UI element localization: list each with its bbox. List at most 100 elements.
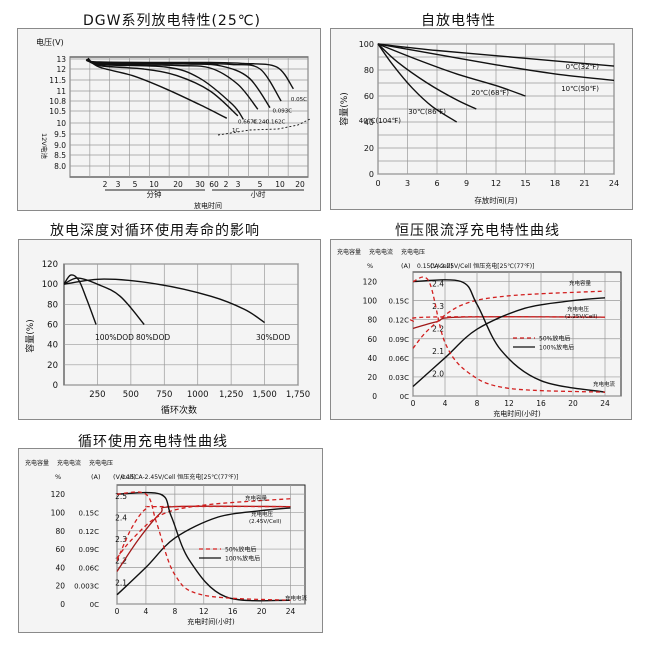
- current-tick-label: 0.003C: [74, 583, 99, 591]
- voltage-tick-label: 2.4: [432, 279, 444, 288]
- x-axis-label: 充电时间(小时): [187, 617, 235, 626]
- plot-area: [116, 484, 306, 605]
- y-tick-label: 20: [47, 361, 58, 371]
- y-tick-label: 8.5: [54, 151, 66, 160]
- cv-charge-chart-panel: 0 4 8 12 16 20 24 0 20 40 60 80 100 120 0C 0.03C 0.06C 0.…: [330, 239, 632, 420]
- series-line: [85, 57, 294, 90]
- current-tick-label: 0.06C: [79, 564, 100, 572]
- voltage-value-annotation: (2.25V/Cell): [565, 314, 597, 320]
- series-line: [409, 316, 606, 323]
- series-line: [116, 505, 291, 561]
- x-tick-label: 21: [579, 179, 589, 188]
- y-tick-label: 80: [47, 300, 58, 310]
- y-tick-label: 10.8: [49, 97, 66, 106]
- unit-label: %: [55, 473, 61, 481]
- x-tick-label: 750: [156, 390, 172, 400]
- x-tick-label: 20: [257, 607, 267, 616]
- x-tick-label: 10: [149, 180, 159, 189]
- voltage-tick-label: 2.3: [115, 535, 127, 544]
- x-tick-label: 20: [173, 180, 183, 189]
- current-tick-label: 0.09C: [79, 546, 100, 554]
- voltage-annotation: 充电电压: [567, 305, 590, 313]
- header-label: 充电电压: [401, 248, 425, 256]
- cutoff-line: [217, 118, 311, 136]
- x-unit-label: 分钟: [147, 189, 162, 199]
- discharge-chart-panel: 13 12 11.5 11 10.8 10.5 10 9.5 9.0 8.5 8.0 电压(V) 12V…: [17, 28, 321, 211]
- current-tick-label: 0.09C: [389, 336, 410, 344]
- condition-label: 0.15CA-2.45V/Cell 恒压充电[25℃(77℉)]: [121, 473, 238, 481]
- x-tick-label: 3: [116, 180, 121, 189]
- header-label: 充电容量: [25, 459, 49, 467]
- x-tick-label: 15: [520, 179, 530, 188]
- y-tick-label: 100: [42, 280, 58, 290]
- x-tick-label: 500: [123, 390, 139, 400]
- y-tick-label: 11.5: [49, 76, 66, 85]
- series-line: [63, 274, 97, 325]
- current-tick-label: 0.06C: [389, 355, 410, 363]
- x-tick-label: 4: [144, 607, 149, 616]
- y-tick-label: 40: [47, 341, 58, 351]
- x-tick-label: 5: [258, 180, 263, 189]
- series-label: 40℃(104℉): [359, 117, 402, 125]
- y-tick-label: 80: [364, 66, 374, 75]
- unit-label: (A): [401, 262, 411, 270]
- capacity-tick-label: 40: [55, 563, 65, 572]
- x-tick-label: 0: [375, 179, 380, 188]
- discharge-chart-title: DGW系列放电特性(25℃): [83, 13, 261, 29]
- series-line: [377, 43, 477, 110]
- capacity-tick-label: 20: [367, 373, 377, 382]
- x-tick-label: 1,750: [286, 390, 310, 400]
- legend-label: 100%放电后: [225, 555, 260, 563]
- series-line: [87, 57, 244, 120]
- y-tick-label: 120: [42, 260, 58, 270]
- y-tick-label: 12: [56, 65, 66, 74]
- y-tick-label: 9.0: [54, 141, 66, 150]
- x-tick-label: 20: [568, 399, 578, 408]
- series-label: 30%DOD: [256, 333, 290, 342]
- voltage-value-annotation: (2.45V/Cell): [249, 519, 281, 525]
- series-line: [87, 57, 228, 119]
- y-tick-label: 40: [364, 118, 374, 127]
- current-tick-label: 0C: [90, 601, 99, 609]
- plot-area: [412, 271, 622, 397]
- series-label: 0℃(32℉): [566, 63, 600, 71]
- voltage-tick-label: 2.0: [432, 369, 444, 378]
- x-axis-label: 循环次数: [161, 404, 197, 416]
- legend-label: 50%放电后: [539, 335, 570, 343]
- y-tick-label: 100: [359, 40, 374, 49]
- cv-charge-chart-title: 恒压限流浮充电特性曲线: [395, 223, 560, 239]
- y-axis-label: 电压(V): [36, 37, 64, 47]
- voltage-annotation: 充电电压: [251, 510, 274, 518]
- current-tick-label: 0.12C: [79, 528, 100, 536]
- current-tick-label: 0.03C: [389, 374, 410, 382]
- capacity-tick-label: 120: [51, 490, 66, 499]
- x-unit-label: 小时: [251, 189, 266, 199]
- capacity-tick-label: 100: [51, 508, 66, 517]
- header-label: 充电电流: [57, 459, 81, 467]
- x-tick-label: 24: [609, 179, 619, 188]
- capacity-tick-label: 40: [367, 354, 377, 363]
- x-tick-label: 2: [224, 180, 229, 189]
- current-tick-label: 0.15C: [79, 509, 100, 517]
- condition-label: 0.15CA-2.25V/Cell 恒压充电[25℃(77℉)]: [417, 262, 534, 270]
- x-tick-label: 1000: [187, 390, 209, 400]
- voltage-tick-label: 2.5: [115, 492, 127, 501]
- y-tick-label: 11: [56, 87, 66, 96]
- series-label: 80%DOD: [136, 333, 170, 342]
- x-tick-label: 1,500: [252, 390, 276, 400]
- series-line: [412, 316, 606, 330]
- y-tick-label: 13: [56, 55, 66, 64]
- current-annotation: 充电电流: [593, 380, 616, 388]
- series-line: [377, 43, 615, 67]
- x-tick-label: 12: [491, 179, 501, 188]
- y-axis-label: 容量(%): [338, 92, 350, 126]
- series-line: [412, 297, 606, 388]
- x-tick-label: 10: [275, 180, 285, 189]
- self-discharge-chart-panel: 0 3 6 9 12 15 18 21 24 0 20 40 60 80 100 容量(%) 存放时间(月) 0℃…: [330, 28, 633, 210]
- capacity-tick-label: 20: [55, 582, 65, 591]
- current-tick-label: 0.15C: [389, 298, 410, 306]
- capacity-tick-label: 80: [367, 316, 377, 325]
- x-tick-label: 16: [536, 399, 546, 408]
- voltage-tick-label: 2.1: [432, 347, 444, 356]
